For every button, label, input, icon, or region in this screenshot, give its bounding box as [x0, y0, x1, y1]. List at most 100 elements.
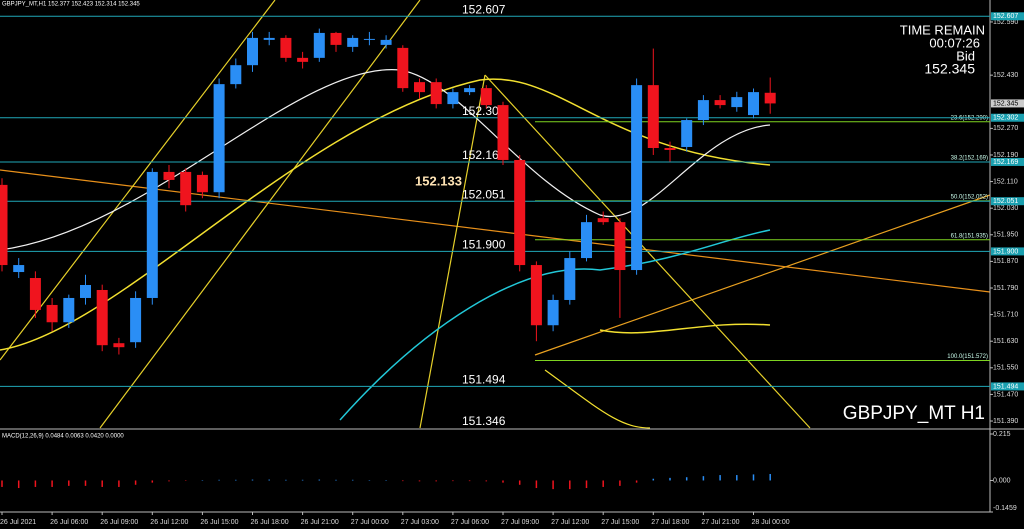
macd-tick-label: 0.215	[993, 431, 1011, 438]
countdown: 00:07:26	[929, 35, 980, 50]
moving-average	[0, 69, 771, 251]
candle-body	[130, 297, 142, 343]
candle-body	[29, 278, 41, 310]
level-price-box-label: 151.494	[993, 383, 1018, 390]
symbol-label: GBPJPY_MT H1	[843, 403, 985, 424]
candle-body	[263, 37, 275, 40]
level-label: 151.494	[462, 373, 506, 387]
level-price-box-label: 152.302	[993, 115, 1018, 122]
highlight-label: 152.133	[415, 173, 462, 188]
candle-body	[581, 222, 592, 259]
y-tick-label: 151.790	[993, 285, 1018, 292]
x-tick-label: 27 Jul 12:00	[551, 519, 589, 526]
candle-body	[397, 47, 409, 89]
candle-body	[748, 92, 759, 116]
bid-box-label: 152.345	[993, 100, 1018, 107]
y-tick-label: 151.550	[993, 365, 1018, 372]
y-tick-label: 152.270	[993, 125, 1018, 132]
level-price-box	[991, 157, 1024, 166]
candle-body	[547, 299, 559, 326]
level-price-box-label: 152.051	[993, 198, 1018, 205]
fib-label: 50.0(152.052)	[951, 194, 988, 200]
candle-body	[63, 297, 75, 323]
candle-body	[664, 147, 676, 150]
y-tick-label: 151.630	[993, 338, 1018, 345]
candle-body	[213, 84, 225, 193]
y-tick-label: 151.950	[993, 232, 1018, 239]
level-label: 152.302	[462, 104, 506, 118]
candle-body	[697, 100, 709, 121]
y-tick-label: 151.390	[993, 418, 1018, 425]
bid-box	[991, 99, 1024, 108]
level-price-box	[991, 197, 1024, 206]
trendlines	[0, 0, 991, 429]
bid-label: Bid	[956, 48, 975, 63]
y-tick-label: 152.590	[993, 19, 1018, 26]
fib-label: 38.2(152.169)	[951, 156, 988, 162]
candle-body	[480, 88, 492, 106]
x-tick-label: 27 Jul 03:00	[401, 519, 439, 526]
trendline	[0, 0, 276, 361]
level-label: 151.900	[462, 238, 506, 252]
candle-body	[447, 92, 459, 105]
level-price-box	[991, 12, 1024, 21]
y-tick-label: 152.430	[993, 72, 1018, 79]
trendline	[0, 169, 991, 293]
candle-body	[731, 97, 743, 108]
candle-body	[564, 258, 576, 300]
candle-body	[530, 265, 542, 326]
candle-body	[363, 38, 375, 40]
candle-body	[247, 37, 258, 66]
x-tick-label: 26 Jul 2021	[0, 519, 36, 526]
candle-body	[80, 285, 91, 298]
candle-body	[514, 159, 526, 266]
x-tick-label: 27 Jul 09:00	[501, 519, 539, 526]
y-tick-label: 151.470	[993, 391, 1018, 398]
candle-body	[597, 218, 609, 223]
candle-body	[347, 37, 359, 47]
candle-body	[180, 171, 192, 206]
macd-tick-label: -0.1459	[993, 505, 1017, 512]
candle-body	[714, 100, 726, 106]
candle-body	[297, 57, 309, 62]
candle-body	[631, 85, 643, 271]
candle-body	[280, 37, 292, 58]
level-price-box-label: 152.607	[993, 13, 1018, 20]
candle-body	[0, 184, 8, 266]
candle-body	[46, 304, 58, 323]
y-tick-label: 152.190	[993, 152, 1018, 159]
candle-body	[764, 92, 776, 104]
candle-body	[146, 171, 158, 298]
candle-body	[330, 32, 342, 45]
candle-body	[614, 222, 626, 271]
time-remain-label: TIME REMAIN	[900, 22, 985, 37]
level-price-box	[991, 113, 1024, 122]
level-price-box	[991, 247, 1024, 256]
candle-body	[113, 343, 125, 348]
level-label: 152.051	[462, 187, 506, 201]
fib-label: 100.0(151.572)	[947, 354, 988, 360]
level-label: 152.607	[462, 2, 506, 16]
fib-label: 61.8(151.935)	[951, 233, 988, 239]
candle-body	[647, 85, 659, 148]
x-tick-label: 27 Jul 18:00	[651, 519, 689, 526]
level-label: 151.346	[462, 414, 506, 428]
level-price-box-label: 151.900	[993, 248, 1018, 255]
band-lower	[544, 369, 651, 429]
candle-body	[313, 32, 325, 58]
candle-body	[96, 289, 108, 346]
y-tick-label: 151.710	[993, 311, 1018, 318]
trendline	[99, 0, 421, 429]
macd-label: MACD(12,26,9) 0.0484 0.0063 0.0420 0.000…	[2, 434, 124, 440]
level-label: 152.169	[462, 148, 506, 162]
x-tick-label: 26 Jul 12:00	[150, 519, 188, 526]
y-tick-label: 152.110	[993, 178, 1018, 185]
bid-price: 152.345	[924, 61, 975, 77]
fib-label: 23.6(152.290)	[951, 115, 988, 121]
band-lower	[599, 323, 771, 334]
trendline	[534, 194, 991, 356]
chart-title: GBPJPY_MT,H1 152.377 152.423 152.314 152…	[2, 2, 140, 8]
x-tick-label: 27 Jul 15:00	[601, 519, 639, 526]
